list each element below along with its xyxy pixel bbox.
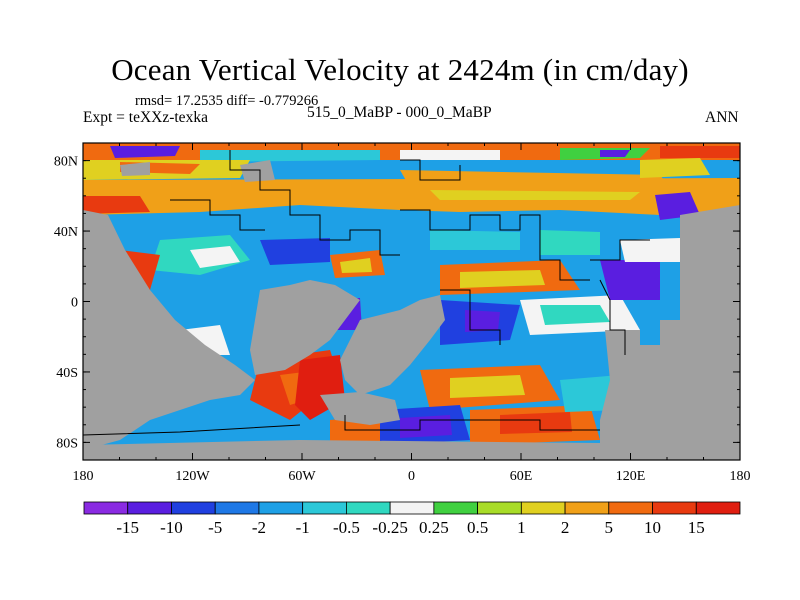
lon-label: 120W — [175, 469, 210, 484]
colorbar-label: -0.5 — [333, 518, 360, 537]
colorbar-label: -5 — [208, 518, 222, 537]
colorbar-swatch — [345, 501, 391, 515]
lat-label: 40S — [56, 366, 78, 381]
colorbar-swatch — [127, 501, 172, 515]
colorbar-swatch — [83, 501, 129, 515]
lon-label: 120E — [616, 469, 646, 484]
map-title: Ocean Vertical Velocity at 2424m (in cm/… — [111, 52, 689, 87]
colorbar-swatch — [608, 501, 653, 515]
colorbar-swatch — [695, 501, 741, 515]
colorbar-swatch — [214, 501, 260, 515]
colorbar-swatch — [389, 501, 435, 515]
lat-label: 80N — [54, 155, 78, 170]
ocean-field — [83, 143, 740, 460]
lat-label: 40N — [54, 225, 78, 240]
lon-label: 180 — [73, 469, 94, 484]
colorbar-swatch — [433, 501, 479, 515]
case-label: 515_0_MaBP - 000_0_MaBP — [307, 104, 492, 121]
colorbar-label: 0.25 — [419, 518, 449, 537]
colorbar-swatch — [564, 501, 610, 515]
colorbar-swatch — [302, 501, 347, 515]
colorbar-label: -10 — [160, 518, 183, 537]
stats-label: rmsd= 17.2535 diff= -0.779266 — [135, 93, 319, 109]
colorbar-swatch — [652, 501, 697, 515]
colorbar-label: 2 — [561, 518, 570, 537]
colorbar-label: -1 — [296, 518, 310, 537]
lat-label: 0 — [71, 296, 78, 311]
colorbar-label: 0.5 — [467, 518, 488, 537]
land-masses — [83, 160, 740, 460]
colorbar-label: 1 — [517, 518, 526, 537]
colorbar-label: -15 — [116, 518, 139, 537]
coastlines — [83, 150, 650, 436]
colorbar-swatch — [477, 501, 522, 515]
colorbar-label: 5 — [605, 518, 614, 537]
axis-ticks: 80N 40N 0 40S 80S 180 120W 60W 0 60E 120E 180 — [54, 142, 751, 484]
lon-label: 60E — [510, 469, 533, 484]
colorbar-label: -2 — [252, 518, 266, 537]
season-label: ANN — [705, 109, 739, 126]
experiment-label: Expt = teXXz-texka — [83, 109, 208, 126]
lat-label: 80S — [56, 436, 78, 451]
lon-label: 180 — [730, 469, 751, 484]
colorbar-swatch — [258, 501, 304, 515]
colorbar-label: 15 — [688, 518, 705, 537]
colorbar-swatch — [171, 501, 216, 515]
colorbar-label: 10 — [644, 518, 661, 537]
colorbar: -15 -10 -5 -2 -1 -0.5 -0.25 0.25 0.5 1 2 5 10 15 — [83, 501, 741, 537]
colorbar-swatch — [520, 501, 566, 515]
colorbar-label: -0.25 — [372, 518, 407, 537]
lon-label: 0 — [408, 469, 415, 484]
lon-label: 60W — [288, 469, 316, 484]
